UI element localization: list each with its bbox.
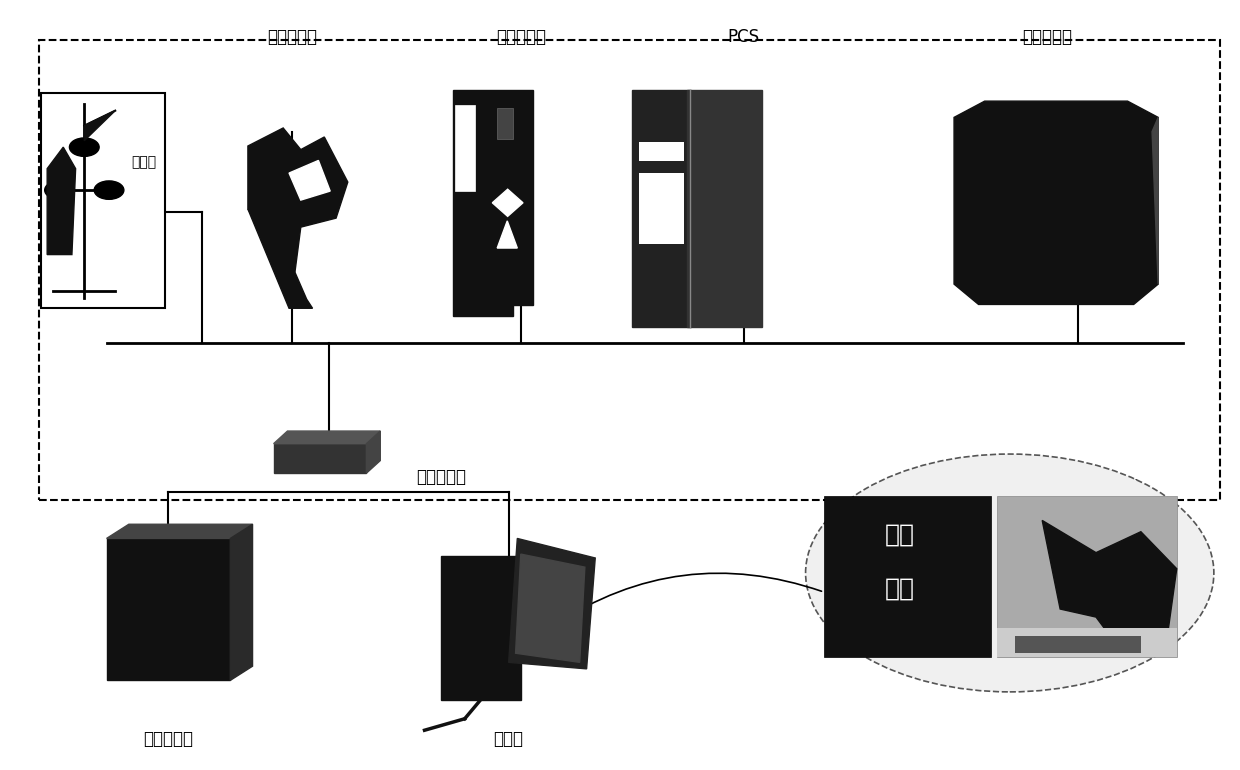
Polygon shape (107, 524, 253, 538)
Text: 数据服务器: 数据服务器 (144, 730, 193, 748)
Polygon shape (508, 538, 595, 669)
FancyBboxPatch shape (997, 496, 1177, 658)
Text: 风能控制器: 风能控制器 (496, 28, 546, 46)
Polygon shape (632, 89, 691, 327)
Circle shape (45, 181, 74, 199)
Polygon shape (231, 524, 253, 681)
FancyBboxPatch shape (639, 172, 684, 244)
FancyBboxPatch shape (997, 628, 1177, 658)
Text: PCS: PCS (728, 28, 760, 46)
Polygon shape (440, 556, 521, 700)
Polygon shape (1042, 521, 1177, 641)
Polygon shape (516, 554, 585, 662)
FancyBboxPatch shape (639, 142, 684, 161)
Circle shape (69, 138, 99, 156)
Text: 光伏逆变器: 光伏逆变器 (267, 28, 317, 46)
Polygon shape (248, 128, 347, 273)
Text: 计算机: 计算机 (494, 730, 523, 748)
Text: 模式控制器: 模式控制器 (1022, 28, 1071, 46)
Polygon shape (289, 160, 330, 200)
FancyBboxPatch shape (1016, 637, 1141, 652)
Text: 数据交换机: 数据交换机 (415, 468, 466, 486)
Polygon shape (497, 221, 517, 248)
Polygon shape (248, 209, 312, 308)
Polygon shape (47, 147, 76, 255)
Polygon shape (687, 89, 763, 327)
Text: 微电网系统: 微电网系统 (1084, 478, 1138, 496)
Ellipse shape (806, 454, 1214, 692)
Circle shape (94, 181, 124, 199)
Polygon shape (107, 538, 231, 681)
FancyBboxPatch shape (825, 496, 991, 658)
FancyBboxPatch shape (455, 105, 475, 192)
Polygon shape (274, 431, 381, 444)
Polygon shape (84, 111, 115, 141)
Polygon shape (453, 89, 533, 316)
Text: 接口: 接口 (884, 523, 915, 547)
Polygon shape (492, 189, 523, 216)
FancyBboxPatch shape (497, 108, 513, 139)
FancyBboxPatch shape (41, 93, 165, 308)
Polygon shape (954, 101, 1158, 304)
Text: 气象站: 气象站 (131, 156, 156, 169)
Text: 软件: 软件 (884, 576, 915, 601)
Polygon shape (274, 444, 366, 474)
Polygon shape (1152, 117, 1158, 284)
Polygon shape (366, 431, 381, 474)
